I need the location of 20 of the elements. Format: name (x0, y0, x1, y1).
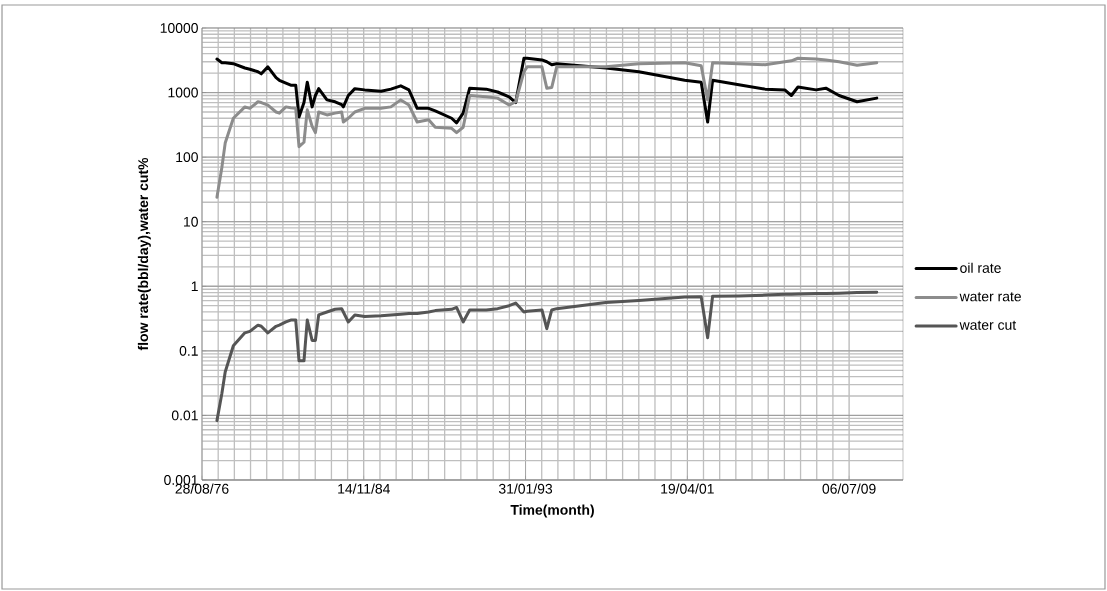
y-tick-label: 0.1 (179, 345, 198, 356)
line-series (215, 56, 879, 125)
y-axis-title: flow rate(bbl/day),water cut% (137, 157, 151, 351)
y-tick-label: 10 (184, 216, 198, 227)
y-tick-label: 0.01 (171, 410, 198, 421)
line-series (215, 290, 879, 423)
x-tick-label: 06/07/09 (822, 483, 876, 494)
y-tick-label: 1000 (168, 87, 198, 98)
y-tick-label: 10000 (160, 23, 198, 33)
legend-label: water rate (959, 292, 1021, 302)
x-tick-label: 14/11/84 (338, 483, 390, 494)
x-tick-label: 31/01/93 (498, 483, 553, 494)
y-tick-label: 100 (176, 152, 198, 163)
legend-label: water cut (959, 320, 1017, 330)
x-axis-title: Time(month) (510, 504, 594, 518)
legend-label: oil rate (960, 262, 1001, 273)
y-tick-label: 0.001 (164, 475, 198, 485)
y-tick-label: 1 (191, 281, 198, 292)
x-tick-label: 28/08/76 (175, 483, 229, 494)
x-tick-label: 19/04/01 (661, 483, 714, 494)
